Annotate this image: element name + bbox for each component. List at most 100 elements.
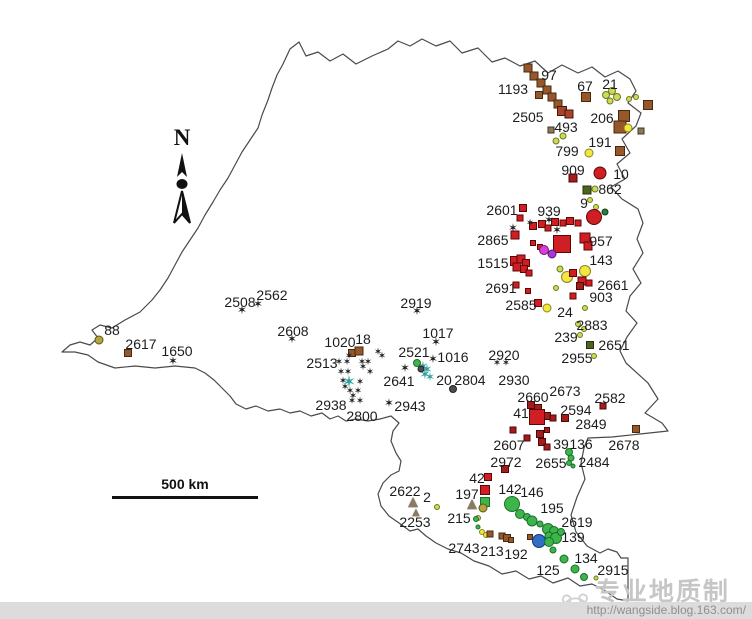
- sample-number-label: 2608: [277, 323, 309, 339]
- sample-number-label: 134: [574, 550, 598, 566]
- map-marker: [547, 126, 555, 134]
- map-marker: [547, 249, 557, 259]
- map-marker: [536, 430, 544, 438]
- map-marker: [520, 265, 528, 273]
- map-marker: ✶: [425, 370, 435, 385]
- map-marker: [581, 92, 591, 102]
- map-marker: ✶: [525, 217, 535, 229]
- map-marker: [508, 537, 514, 543]
- map-marker: [544, 427, 550, 433]
- map-marker: [580, 573, 588, 581]
- sample-number-label: 2938: [315, 397, 347, 413]
- sample-number-label: 2: [423, 489, 431, 505]
- north-arrow-icon: [173, 153, 191, 224]
- map-marker: ▲: [412, 507, 420, 519]
- sample-number-label: 97: [541, 67, 557, 83]
- map-marker: ✶: [340, 381, 350, 393]
- sample-number-label: 2920: [488, 347, 520, 363]
- map-marker: [542, 303, 552, 313]
- sample-number-label: 191: [588, 134, 612, 150]
- sample-number-label: 21: [602, 76, 618, 92]
- map-marker: [510, 230, 520, 240]
- sample-number-label: 2955: [561, 350, 593, 366]
- map-marker: ✶: [344, 350, 354, 362]
- map-marker: [599, 402, 607, 410]
- sample-number-label: 139: [561, 529, 585, 545]
- map-marker: [581, 326, 587, 332]
- map-marker: [583, 241, 593, 251]
- map-marker: [478, 503, 488, 513]
- sample-number-label: 215: [447, 510, 471, 526]
- sample-number-label: 493: [554, 119, 578, 135]
- map-marker: [569, 292, 577, 300]
- map-marker: ✶: [338, 375, 348, 387]
- sample-number-label: 2505: [512, 109, 544, 125]
- map-marker: ✶: [253, 297, 263, 312]
- map-marker: [124, 349, 132, 357]
- map-marker: ✶: [431, 335, 441, 350]
- map-marker: ✶: [355, 395, 365, 407]
- map-marker: [413, 359, 421, 367]
- map-marker: [591, 353, 597, 359]
- sample-number-label: 2930: [498, 372, 530, 388]
- sample-number-label: 1193: [497, 81, 529, 97]
- sample-number-label: 2673: [549, 383, 581, 399]
- sample-number-label: 2521: [398, 344, 430, 360]
- sample-number-label: 2641: [383, 373, 415, 389]
- scale-bar-line: [112, 496, 258, 499]
- sample-number-label: 142: [498, 481, 522, 497]
- sample-number-label: 2582: [594, 390, 626, 406]
- sample-number-label: 2562: [256, 287, 288, 303]
- sample-number-label: 2943: [394, 398, 426, 414]
- sample-number-label: 2617: [125, 336, 157, 352]
- map-marker: ✶: [353, 385, 363, 397]
- drc-border-path: [61, 38, 669, 602]
- map-marker: ✶: [501, 357, 511, 369]
- sample-number-label: 197: [455, 486, 479, 502]
- map-marker: [509, 426, 517, 434]
- sample-number-label: 195: [540, 500, 564, 516]
- sample-number-label: 2607: [493, 437, 525, 453]
- map-marker: ✶: [355, 376, 365, 388]
- map-marker: [512, 281, 520, 289]
- map-marker: [538, 220, 546, 228]
- map-marker: [529, 222, 537, 230]
- map-marker: ✶: [347, 395, 357, 407]
- sample-number-label: 1650: [161, 343, 193, 359]
- map-marker: [525, 288, 531, 294]
- map-marker: ✶: [419, 367, 431, 384]
- sample-number-label: 939: [537, 203, 561, 219]
- sample-number-label: 20: [436, 372, 452, 388]
- map-marker: [417, 365, 425, 373]
- map-marker: [568, 173, 578, 183]
- map-marker: [587, 197, 593, 203]
- map-marker: [633, 94, 639, 100]
- sample-number-label: 2919: [400, 295, 432, 311]
- map-marker: [582, 185, 592, 195]
- map-marker: [576, 282, 584, 290]
- map-marker: [523, 63, 533, 73]
- sample-number-label: 2619: [561, 514, 593, 530]
- map-marker: [561, 414, 569, 422]
- map-marker: ✶: [363, 356, 373, 368]
- map-marker: [556, 265, 564, 273]
- map-marker: [547, 92, 557, 102]
- map-marker: [582, 305, 588, 311]
- map-marker: [544, 537, 554, 547]
- map-marker: [519, 204, 527, 212]
- map-marker: [504, 496, 520, 512]
- sample-number-label: 2622: [389, 483, 421, 499]
- sample-number-label: 2594: [560, 402, 592, 418]
- map-marker: [94, 335, 104, 345]
- sample-number-label: 2585: [505, 297, 537, 313]
- map-marker: [549, 546, 557, 554]
- map-marker: ✶: [168, 354, 178, 369]
- map-marker: ✶: [428, 352, 438, 367]
- map-marker: ✶: [400, 361, 410, 376]
- map-marker: [559, 554, 569, 564]
- sample-number-label: 2849: [575, 416, 607, 432]
- map-marker: ✶: [348, 390, 358, 402]
- sample-number-label: 2804: [454, 372, 486, 388]
